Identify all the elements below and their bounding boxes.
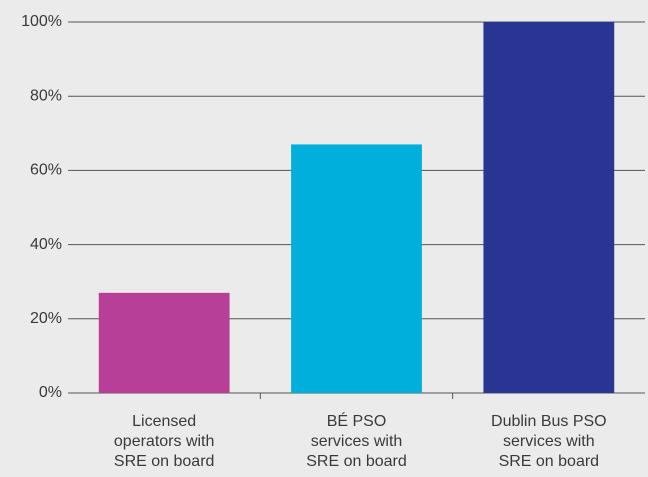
y-tick-label: 60% <box>30 162 62 179</box>
y-tick-label: 40% <box>30 236 62 253</box>
x-tick-label: BÉ PSO services with SRE on board <box>306 411 407 470</box>
x-tick-label-line: Licensed <box>132 413 196 430</box>
y-tick-label: 20% <box>30 310 62 327</box>
x-tick-label-line: operators with <box>114 433 215 450</box>
x-tick-label-line: Dublin Bus PSO <box>491 413 607 430</box>
bar <box>98 292 230 393</box>
x-tick-label: Licensed operators with SRE on board <box>114 413 215 470</box>
bar <box>291 144 422 393</box>
bar <box>483 22 615 393</box>
x-tick-label: Dublin Bus PSO services with SRE on board <box>491 413 607 470</box>
x-tick-label-line: SRE on board <box>114 453 215 470</box>
x-tick-label-line: services with <box>503 433 595 450</box>
x-tick-label-line: services with <box>311 433 403 450</box>
y-tick-label: 80% <box>30 87 62 104</box>
x-tick-label-line: SRE on board <box>499 453 600 470</box>
x-tick-label-line: SRE on board <box>306 453 407 470</box>
x-tick-label-line: BÉ PSO <box>327 411 387 430</box>
y-tick-label: 0% <box>39 384 62 401</box>
y-tick-label: 100% <box>21 13 62 30</box>
